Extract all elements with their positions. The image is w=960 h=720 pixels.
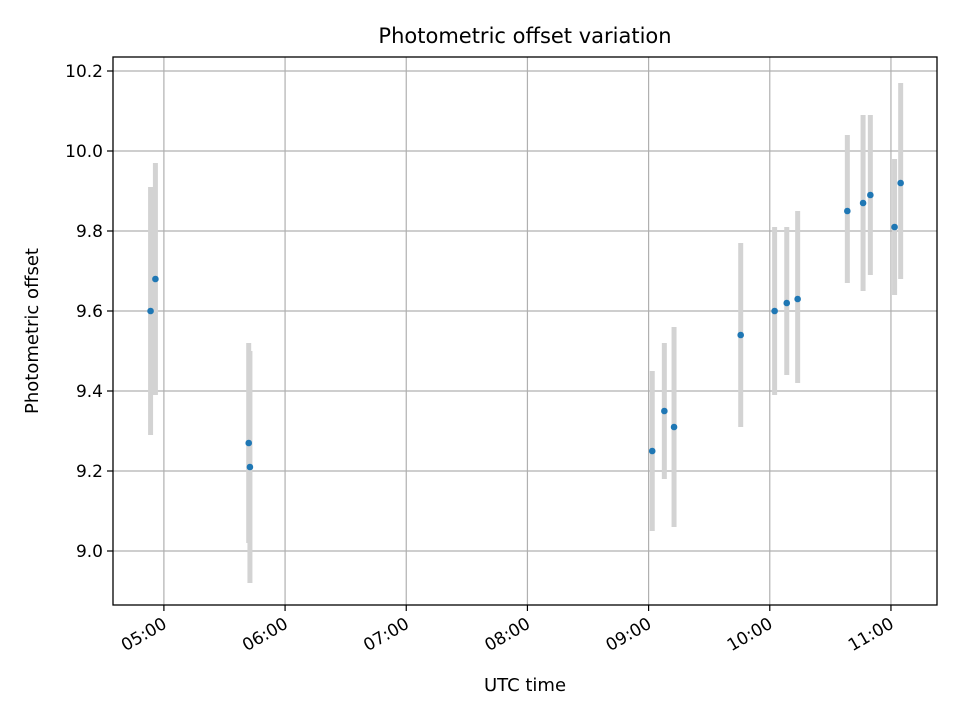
data-point bbox=[867, 191, 874, 199]
plot-frame bbox=[112, 56, 938, 606]
data-point bbox=[737, 331, 744, 339]
data-point bbox=[648, 447, 656, 455]
x-tick-label: 10:00 bbox=[724, 614, 776, 656]
data-point bbox=[859, 199, 867, 207]
data-point bbox=[783, 299, 791, 307]
y-tick-label: 10.2 bbox=[65, 62, 103, 82]
data-point bbox=[844, 207, 851, 215]
chart-title: Photometric offset variation bbox=[378, 24, 671, 48]
data-point bbox=[771, 307, 778, 315]
data-point bbox=[891, 223, 898, 231]
y-axis-ticks: 9.0 9.2 9.4 9.6 9.8 10.0 10.2 bbox=[65, 62, 113, 562]
data-point bbox=[897, 179, 904, 187]
grid-lines bbox=[113, 57, 937, 605]
data-point bbox=[147, 307, 154, 315]
x-tick-label: 11:00 bbox=[845, 614, 897, 656]
y-tick-label: 9.4 bbox=[76, 382, 103, 402]
data-points bbox=[147, 179, 904, 471]
x-tick-label: 07:00 bbox=[360, 614, 412, 656]
x-tick-label: 09:00 bbox=[603, 614, 655, 656]
data-point bbox=[245, 439, 253, 447]
y-axis-label: Photometric offset bbox=[22, 248, 43, 414]
x-axis-label: UTC time bbox=[484, 675, 566, 696]
x-axis-ticks: 05:00 06:00 07:00 08:00 09:00 10:00 11:00 bbox=[118, 605, 897, 656]
y-tick-label: 9.8 bbox=[76, 222, 103, 242]
data-point bbox=[246, 463, 254, 471]
data-point bbox=[661, 407, 668, 415]
data-point bbox=[152, 275, 159, 283]
y-tick-label: 10.0 bbox=[65, 142, 103, 162]
x-tick-label: 05:00 bbox=[118, 614, 170, 656]
data-point bbox=[670, 423, 678, 431]
y-tick-label: 9.0 bbox=[76, 542, 103, 562]
data-point bbox=[794, 295, 801, 303]
y-tick-label: 9.2 bbox=[76, 462, 103, 482]
y-tick-label: 9.6 bbox=[76, 302, 103, 322]
x-tick-label: 08:00 bbox=[481, 614, 533, 656]
x-tick-label: 06:00 bbox=[239, 614, 291, 656]
error-bars bbox=[148, 83, 904, 583]
